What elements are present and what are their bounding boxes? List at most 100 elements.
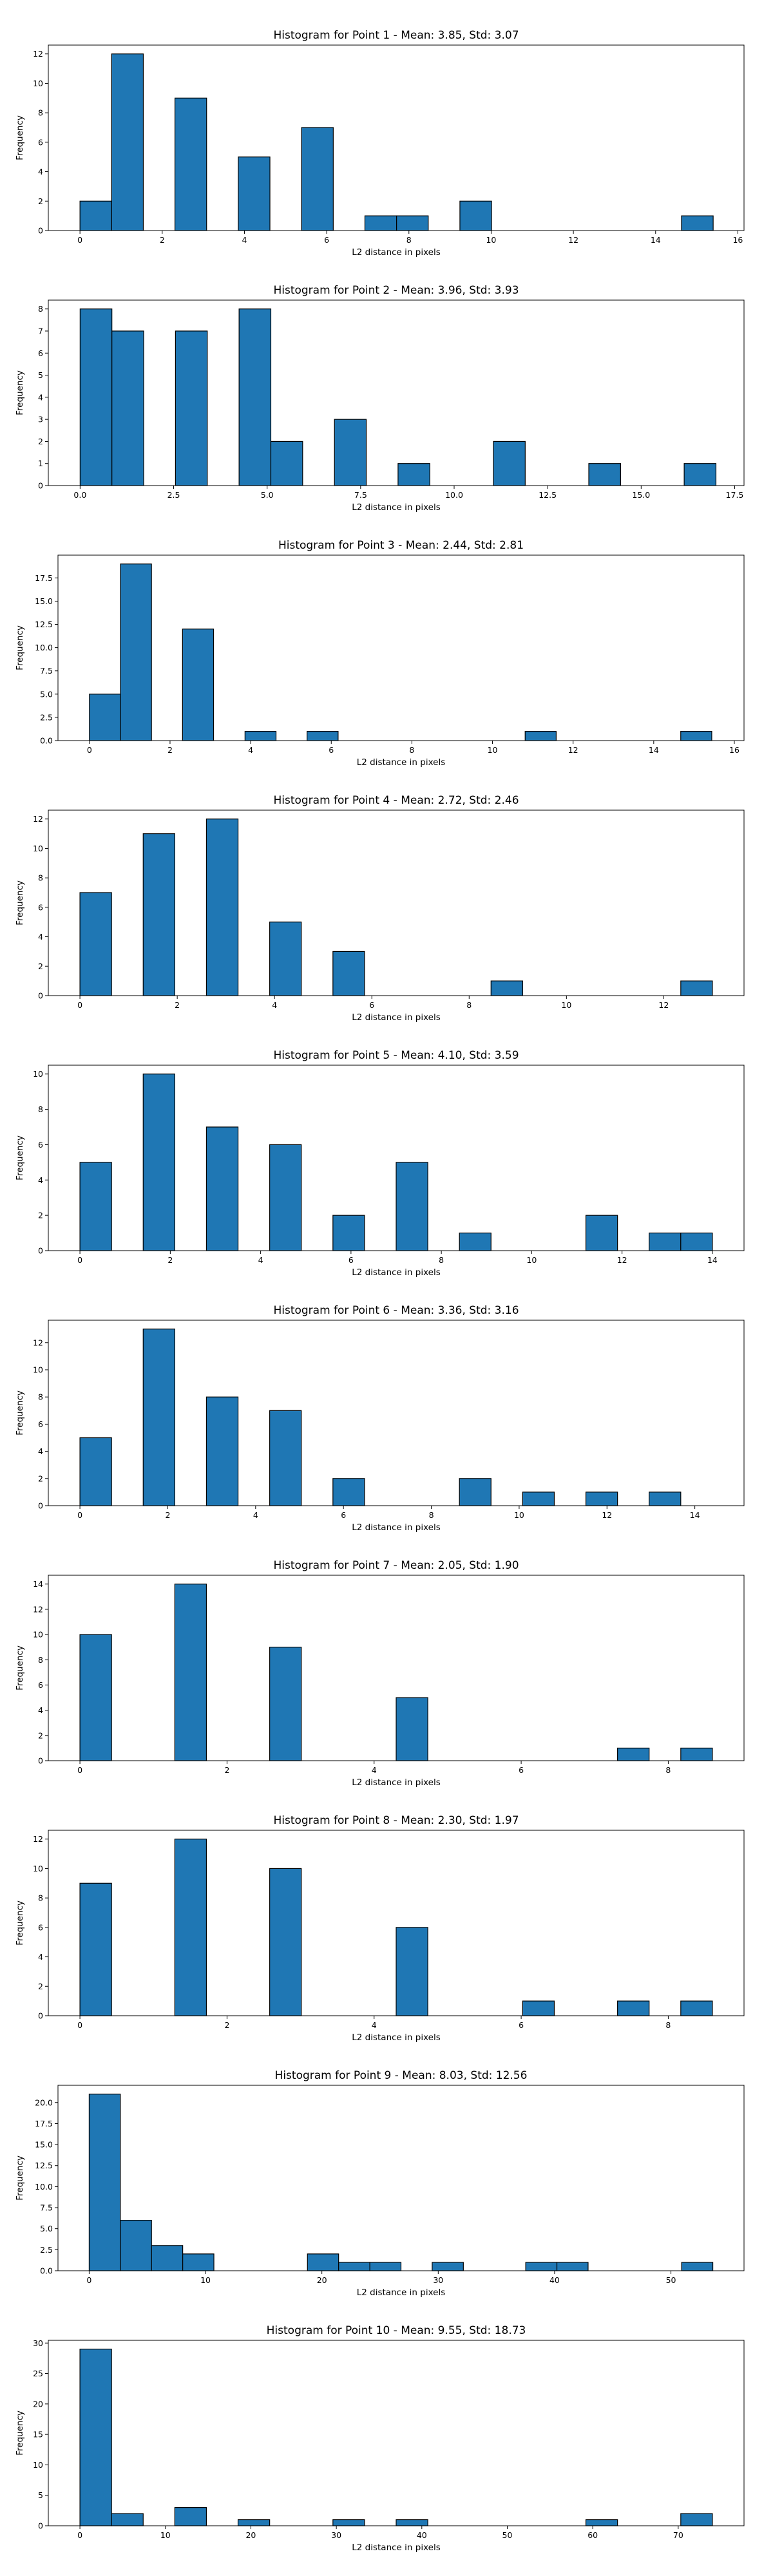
x-tick-label: 0	[77, 1765, 82, 1775]
x-tick-label: 10	[200, 2275, 211, 2285]
x-tick-label: 14	[707, 1255, 718, 1265]
histogram-bar	[79, 308, 113, 486]
histogram-bar	[649, 1232, 682, 1251]
x-tick-label: 12.5	[539, 490, 557, 500]
histogram-bar	[680, 980, 713, 996]
y-axis-label: Frequency	[15, 2410, 25, 2456]
histogram-bar	[617, 2000, 650, 2016]
y-tick-label: 6	[38, 137, 43, 147]
y-tick-label: 0	[38, 2011, 43, 2021]
x-tick-label: 8	[439, 1255, 444, 1265]
y-tick-label: 4	[38, 1175, 43, 1185]
x-tick-label: 0	[77, 1255, 82, 1265]
histogram-bar	[332, 951, 365, 996]
x-tick-label: 0.0	[73, 490, 86, 500]
x-tick-label: 4	[372, 2020, 377, 2030]
y-tick-label: 4	[38, 1705, 43, 1715]
x-tick-label: 8	[409, 745, 414, 755]
y-tick-label: 0	[38, 481, 43, 491]
x-tick-label: 2	[167, 1255, 173, 1265]
y-tick-label: 10	[33, 844, 43, 853]
x-tick-label: 14	[690, 1510, 700, 1520]
x-tick-label: 12	[617, 1255, 627, 1265]
y-axis-label: Frequency	[15, 1645, 25, 1690]
x-tick-label: 8	[429, 1510, 434, 1520]
x-tick-label: 8	[665, 1765, 671, 1775]
histogram-bar	[269, 1868, 302, 2016]
axes-frame	[48, 1575, 745, 1761]
x-axis-label: L2 distance in pixels	[352, 1267, 440, 1278]
y-tick-label: 6	[38, 1922, 43, 1932]
x-tick-label: 8	[665, 2020, 671, 2030]
histogram-bar	[396, 1927, 428, 2016]
x-tick-label: 17.5	[726, 490, 744, 500]
histogram-bar	[238, 308, 272, 486]
x-tick-label: 10.0	[445, 490, 463, 500]
y-axis-label: Frequency	[15, 370, 25, 415]
y-tick-label: 2	[38, 1730, 43, 1740]
y-tick-label: 8	[38, 1104, 43, 1114]
y-tick-label: 8	[38, 108, 43, 118]
histogram-bar	[111, 2513, 144, 2526]
histogram-bar	[524, 730, 557, 741]
histogram-bar	[174, 1584, 207, 1761]
y-tick-label: 15.0	[35, 2140, 53, 2150]
x-tick-label: 4	[248, 745, 253, 755]
histogram-panel-1: 0 2 4 6 8 10 12 14 16 0 2 4 6 8 10 12 Histogram for Poin…	[15, 29, 745, 258]
y-tick-label: 5.0	[40, 2224, 53, 2233]
histogram-panel-9: 0 10 20 30 40 50 0.0 2.5 5.0 7.5 10.0 12.5 15.0 17.5 2…	[15, 2069, 745, 2298]
y-tick-label: 2.5	[40, 712, 53, 722]
histogram-bar	[269, 922, 302, 996]
histogram-bar	[459, 1478, 491, 1506]
x-tick-label: 6	[369, 1000, 374, 1010]
histogram-bar	[369, 2262, 402, 2271]
chart-title: Histogram for Point 10 - Mean: 9.55, Std…	[267, 2324, 526, 2337]
histogram-bar	[332, 2519, 365, 2526]
x-tick-label: 30	[331, 2530, 341, 2540]
x-tick-label: 6	[519, 1765, 524, 1775]
histogram-bar	[338, 2262, 370, 2271]
x-tick-label: 15.0	[632, 490, 650, 500]
histogram-bar	[680, 2000, 713, 2016]
y-tick-label: 10.0	[35, 643, 53, 652]
y-tick-label: 6	[38, 902, 43, 912]
x-tick-label: 0	[77, 1000, 82, 1010]
histogram-bar	[88, 2094, 121, 2271]
histogram-bar	[205, 1396, 239, 1506]
histogram-bar	[307, 2253, 339, 2271]
chart-title: Histogram for Point 2 - Mean: 3.96, Std:…	[273, 284, 519, 297]
y-tick-label: 7.5	[40, 666, 53, 676]
histogram-bar	[182, 2253, 215, 2271]
histogram-bar	[142, 833, 175, 996]
histogram-bar	[307, 730, 339, 741]
histogram-panel-2: 0.0 2.5 5.0 7.5 10.0 12.5 15.0 17.5 0 1 2 3 4 5 6 7 8 His…	[15, 284, 745, 513]
y-tick-label: 15.0	[35, 596, 53, 606]
y-tick-label: 0	[38, 2521, 43, 2531]
histogram-bar	[79, 200, 112, 231]
histogram-bar	[174, 1839, 207, 2016]
x-tick-label: 4	[258, 1255, 263, 1265]
y-tick-label: 4	[38, 1446, 43, 1456]
x-tick-label: 30	[433, 2275, 443, 2285]
x-axis-label: L2 distance in pixels	[352, 502, 440, 513]
y-tick-label: 2	[38, 961, 43, 971]
histogram-bar	[269, 1410, 302, 1506]
axes-frame	[48, 1320, 745, 1506]
histogram-bar	[396, 2519, 428, 2526]
histogram-bar	[588, 463, 621, 486]
histogram-bar	[585, 2519, 618, 2526]
histogram-bar	[301, 127, 334, 231]
x-tick-label: 10	[526, 1255, 537, 1265]
x-tick-label: 14	[651, 235, 661, 245]
y-tick-label: 4	[38, 932, 43, 942]
histogram-bar	[680, 730, 712, 741]
x-tick-label: 70	[673, 2530, 683, 2540]
y-tick-label: 2	[38, 1473, 43, 1483]
x-tick-label: 10	[514, 1510, 524, 1520]
x-axis-label: L2 distance in pixels	[352, 1012, 440, 1023]
x-axis-label: L2 distance in pixels	[357, 757, 445, 768]
y-tick-label: 7	[38, 327, 43, 336]
histogram-bar	[111, 330, 144, 486]
x-tick-label: 12	[568, 235, 578, 245]
x-tick-label: 16	[732, 235, 743, 245]
